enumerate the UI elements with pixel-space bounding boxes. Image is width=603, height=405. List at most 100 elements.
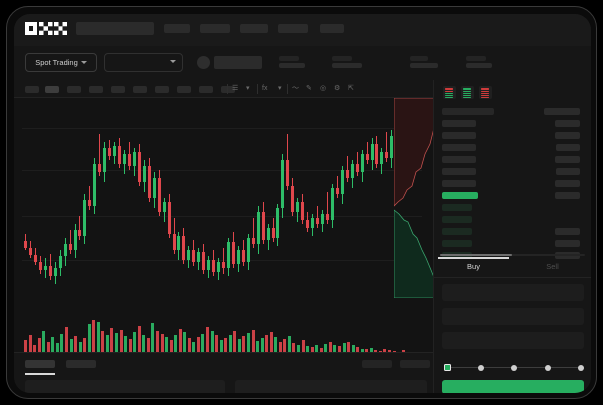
orderbook-header-row	[434, 108, 591, 115]
chart-type-chevron-icon[interactable]: ▾	[246, 85, 250, 92]
fullscreen-icon[interactable]: ⇱	[348, 85, 354, 92]
header-search-input[interactable]	[76, 22, 154, 35]
orderbook-ask-row-2[interactable]	[434, 144, 591, 151]
trading-pair-dropdown[interactable]	[104, 53, 183, 72]
line-tool-icon[interactable]: 〜	[292, 85, 299, 92]
order-side-tab-sell[interactable]: Sell	[546, 262, 559, 271]
candle-body	[157, 178, 161, 212]
orderbook-both-toggle[interactable]	[443, 86, 456, 99]
timeframe-button-0[interactable]	[25, 86, 39, 93]
slider-stop-100[interactable]	[578, 364, 584, 371]
orderbook[interactable]	[434, 104, 591, 259]
order-price-field[interactable]	[442, 284, 584, 301]
timeframe-button-8[interactable]	[199, 86, 213, 93]
orderbook-price-cell	[442, 168, 476, 175]
candle-body	[212, 260, 216, 272]
timeframe-button-9[interactable]	[221, 86, 235, 93]
candle-body	[172, 234, 176, 250]
candle-body	[182, 236, 186, 260]
orderbook-ask-row-3[interactable]	[434, 156, 591, 163]
slider-stop-0[interactable]	[444, 364, 451, 371]
amount-percent-slider[interactable]	[444, 364, 584, 372]
orderbook-bid-row-3[interactable]	[434, 240, 591, 247]
app-screen: Spot Trading ☰ ▾ fx ▾ 〜 ✎ ◎ ⚙ ⇱	[14, 14, 591, 393]
orderbook-ask-row-1[interactable]	[434, 132, 591, 139]
slider-stop-50[interactable]	[511, 364, 517, 371]
nav-item-4[interactable]	[320, 24, 344, 33]
orderbook-scrollbar[interactable]	[440, 254, 585, 256]
active-tab-indicator	[25, 373, 55, 375]
volume-bar-65	[319, 347, 323, 354]
volume-bar-42	[215, 335, 219, 354]
nav-item-1[interactable]	[200, 24, 230, 33]
orderbook-bid-row-0[interactable]	[434, 204, 591, 211]
bottom-tab-0[interactable]	[25, 360, 55, 368]
volume-bar-60	[297, 344, 300, 354]
market-type-dropdown[interactable]: Spot Trading	[25, 53, 97, 72]
orderbook-ask-row-4[interactable]	[434, 168, 591, 175]
candle-body	[137, 152, 141, 182]
indicators-icon[interactable]: fx	[262, 85, 268, 92]
pencil-tool-icon[interactable]: ✎	[306, 85, 312, 92]
orderbook-asks-toggle[interactable]	[479, 86, 492, 99]
timeframe-button-3[interactable]	[89, 86, 103, 93]
orderbook-bid-row-2[interactable]	[434, 228, 591, 235]
volume-bar-49	[246, 332, 250, 354]
orderbook-bids-toggle[interactable]	[461, 86, 474, 99]
settings-gear-icon[interactable]: ⚙	[334, 85, 341, 92]
nav-item-0[interactable]	[164, 24, 190, 33]
indicators-chevron-icon[interactable]: ▾	[278, 85, 282, 92]
volume-bar-26	[142, 335, 146, 354]
nav-item-3[interactable]	[278, 24, 308, 33]
volume-bar-56	[278, 341, 282, 354]
volume-bar-10	[69, 339, 73, 354]
orderbook-price-cell	[442, 132, 476, 139]
timeframe-button-5[interactable]	[133, 86, 147, 93]
bottom-action-1[interactable]	[400, 360, 430, 368]
price-chart[interactable]	[14, 98, 440, 354]
slider-stop-25[interactable]	[477, 364, 484, 371]
bottom-action-0[interactable]	[362, 360, 392, 368]
candle-body	[276, 208, 280, 238]
volume-bar-40	[206, 327, 209, 354]
okx-logo[interactable]	[25, 22, 67, 35]
orderbook-spread-row[interactable]	[434, 192, 591, 199]
candle-body	[123, 154, 126, 164]
volume-bar-9	[64, 327, 68, 354]
candle-body	[266, 228, 270, 240]
volume-bar-59	[292, 343, 296, 354]
order-side-tab-buy[interactable]: Buy	[467, 262, 480, 271]
timeframe-button-4[interactable]	[111, 86, 125, 93]
timeframe-button-1[interactable]	[45, 86, 59, 93]
candle-body	[142, 166, 146, 182]
candle-body	[365, 154, 369, 160]
timeframe-button-2[interactable]	[67, 86, 81, 93]
orderbook-bid-row-1[interactable]	[434, 216, 591, 223]
place-buy-order-button[interactable]	[442, 380, 584, 393]
candle-body	[177, 236, 181, 250]
order-total-field[interactable]	[442, 332, 584, 349]
candle-body	[340, 170, 344, 194]
orderbook-amount-cell	[555, 180, 580, 187]
candle-body	[291, 186, 295, 212]
volume-bar-4	[42, 330, 46, 354]
candle-body	[118, 146, 122, 164]
volume-bar-24	[133, 332, 137, 354]
volume-bar-32	[169, 339, 173, 354]
camera-icon[interactable]: ◎	[320, 85, 327, 92]
timeframe-button-6[interactable]	[155, 86, 169, 93]
orderbook-ask-row-0[interactable]	[434, 120, 591, 127]
candle-body	[311, 218, 315, 228]
toggle-line	[445, 89, 453, 91]
orderbook-ask-row-5[interactable]	[434, 180, 591, 187]
order-amount-field[interactable]	[442, 308, 584, 325]
volume-bar-33	[174, 335, 178, 354]
candle-body	[33, 255, 37, 262]
chart-type-icon[interactable]: ☰	[232, 85, 239, 92]
nav-item-2[interactable]	[240, 24, 268, 33]
bottom-tab-1[interactable]	[66, 360, 96, 368]
candle-body	[370, 144, 374, 160]
timeframe-button-7[interactable]	[177, 86, 191, 93]
slider-stop-75[interactable]	[544, 364, 551, 371]
volume-bar-63	[310, 346, 314, 354]
